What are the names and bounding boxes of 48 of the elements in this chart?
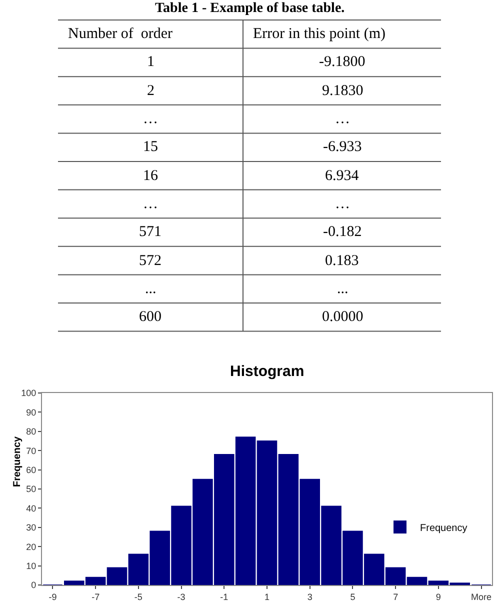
x-tick-label: 3 — [307, 592, 312, 602]
y-tick-label: 10 — [26, 560, 36, 571]
text: -6.933 — [323, 139, 362, 155]
text: 16 — [143, 168, 158, 184]
y-tick-label: 70 — [26, 446, 36, 456]
text: 15 — [143, 139, 158, 155]
x-tick-label: -1 — [220, 592, 228, 602]
x-tick-label: 7 — [393, 592, 398, 602]
y-tick-label: 60 — [26, 464, 36, 475]
text: Error in this point (m) — [253, 26, 386, 42]
text: ... — [337, 281, 348, 297]
text: Table 1 - Example of base table. — [155, 1, 345, 16]
x-tick-label: -9 — [48, 592, 57, 602]
text: 0.183 — [325, 253, 359, 269]
y-tick-label: 0 — [31, 580, 36, 590]
x-tick-label: -3 — [177, 592, 186, 602]
text: 572 — [139, 253, 162, 269]
y-tick-label: 80 — [26, 426, 36, 437]
text: … — [335, 111, 350, 127]
x-tick-label: -5 — [134, 592, 142, 602]
text: 9.1830 — [322, 83, 364, 99]
x-tick-label: More — [471, 592, 492, 602]
y-tick-label: 30 — [26, 522, 36, 533]
x-tick-label: -7 — [92, 592, 100, 602]
y-tick-label: 90 — [26, 407, 36, 418]
text: 1 — [147, 54, 154, 70]
y-tick-label: 40 — [26, 503, 36, 514]
x-tick-label: 1 — [264, 592, 270, 602]
text: -0.182 — [323, 224, 362, 240]
text: … — [143, 111, 158, 127]
y-tick-label: 100 — [21, 388, 36, 398]
y-tick-label: 50 — [26, 484, 36, 494]
text: … — [143, 196, 158, 212]
text: -9.1800 — [319, 54, 366, 70]
text: 2 — [147, 83, 154, 99]
text: … — [335, 196, 350, 212]
y-tick-label: 20 — [26, 542, 36, 552]
legend-label: Frequency — [420, 522, 468, 534]
text: 571 — [139, 224, 162, 240]
chart-title: Histogram — [230, 363, 304, 380]
x-tick-label: 5 — [350, 592, 356, 602]
text: ... — [145, 281, 156, 297]
text: Number of order — [68, 26, 173, 42]
y-axis-title: Frequency — [12, 436, 23, 487]
text: 6.934 — [325, 168, 360, 184]
x-tick-label: 9 — [436, 592, 441, 602]
text: 0.0000 — [322, 309, 364, 325]
text: 600 — [139, 309, 162, 325]
